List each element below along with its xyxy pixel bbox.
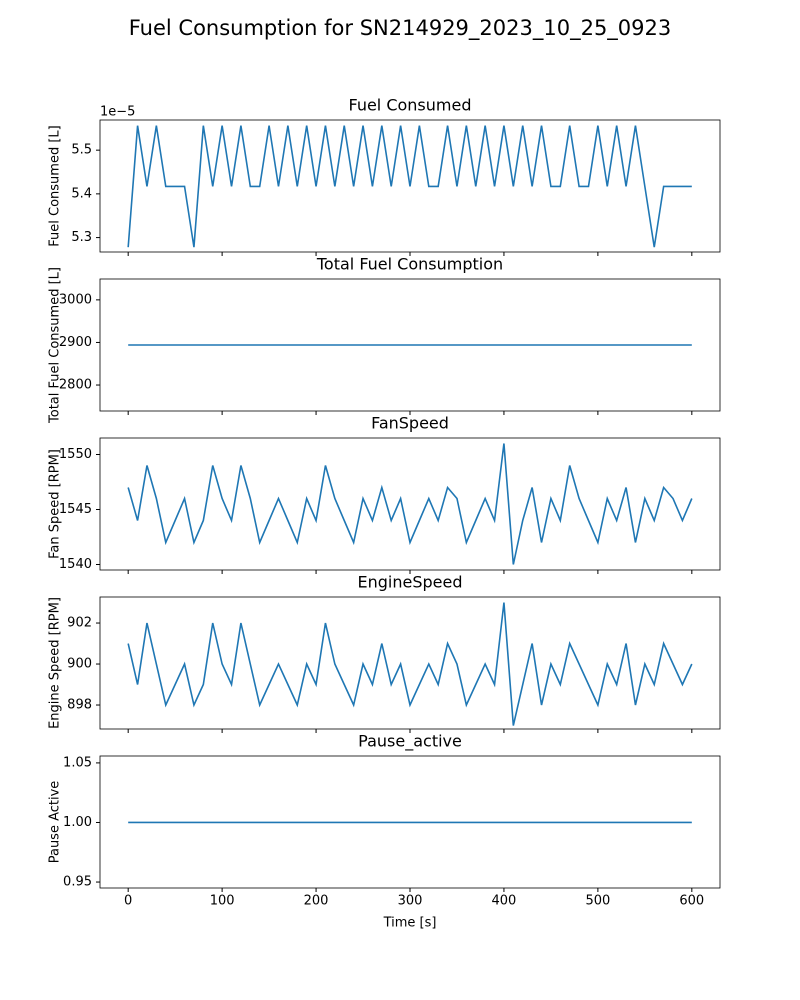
y-tick-label: 2800 bbox=[59, 378, 92, 393]
y-tick-label: 898 bbox=[67, 698, 92, 713]
x-tick-label: 500 bbox=[585, 894, 610, 909]
y-axis-label: Engine Speed [RPM] bbox=[48, 597, 63, 729]
x-tick-label: 400 bbox=[492, 894, 517, 909]
x-tick-label: 200 bbox=[304, 894, 329, 909]
panel-title: Pause_active bbox=[358, 732, 462, 752]
y-tick-label: 1.05 bbox=[63, 755, 92, 770]
y-axis-label: Fan Speed [RPM] bbox=[48, 449, 63, 559]
x-tick-label: 300 bbox=[398, 894, 423, 909]
plot-frame bbox=[99, 755, 721, 889]
y-tick-label: 1545 bbox=[59, 502, 92, 517]
panel-title: Total Fuel Consumption bbox=[316, 255, 503, 274]
data-line bbox=[127, 602, 693, 726]
panel-title: EngineSpeed bbox=[358, 573, 463, 592]
y-tick-label: 1550 bbox=[59, 447, 92, 462]
offset-text: 1e−5 bbox=[100, 105, 135, 120]
y-axis-label: Total Fuel Consumed [L] bbox=[48, 267, 63, 424]
x-tick-label: 0 bbox=[124, 894, 132, 909]
y-tick-label: 5.5 bbox=[71, 143, 92, 158]
y-tick-label: 1.00 bbox=[63, 815, 92, 830]
y-tick-label: 902 bbox=[67, 616, 92, 631]
x-tick-label: 100 bbox=[210, 894, 235, 909]
y-tick-label: 5.3 bbox=[71, 230, 92, 245]
data-line bbox=[127, 443, 693, 565]
plot-frame bbox=[99, 119, 721, 253]
plot-frame bbox=[99, 437, 721, 571]
plot-frame bbox=[99, 596, 721, 730]
y-tick-label: 900 bbox=[67, 657, 92, 672]
y-tick-label: 1540 bbox=[59, 557, 92, 572]
y-tick-label: 2900 bbox=[59, 335, 92, 350]
y-axis-label: Pause Active bbox=[48, 781, 63, 864]
figure-title: Fuel Consumption for SN214929_2023_10_25… bbox=[129, 16, 672, 41]
y-tick-label: 0.95 bbox=[63, 875, 92, 890]
y-axis-label: Fuel Consumed [L] bbox=[48, 125, 63, 246]
plot-frame bbox=[99, 278, 721, 412]
y-tick-label: 3000 bbox=[59, 292, 92, 307]
x-axis-label: Time [s] bbox=[383, 916, 437, 931]
x-tick-label: 600 bbox=[679, 894, 704, 909]
y-tick-label: 5.4 bbox=[71, 186, 92, 201]
data-line bbox=[127, 125, 692, 248]
panel-title: Fuel Consumed bbox=[348, 96, 471, 115]
panel-title: FanSpeed bbox=[371, 414, 449, 433]
